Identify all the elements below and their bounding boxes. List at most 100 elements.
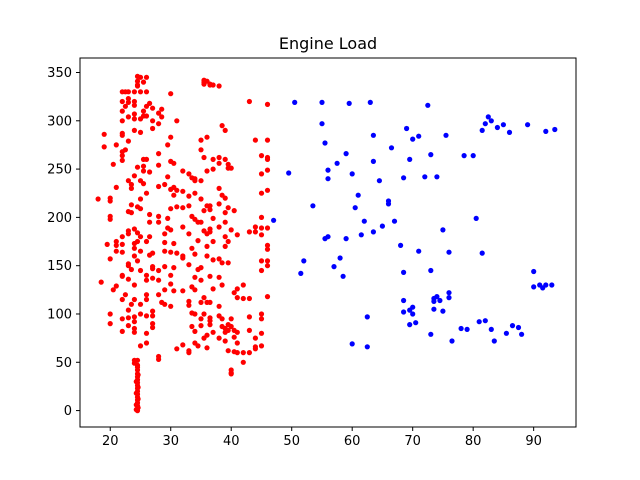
data-point bbox=[143, 190, 150, 196]
data-point bbox=[258, 343, 265, 349]
data-point bbox=[156, 121, 162, 127]
data-point bbox=[189, 323, 195, 330]
data-point bbox=[147, 234, 153, 240]
data-point bbox=[258, 225, 265, 231]
data-point bbox=[134, 230, 141, 236]
data-point bbox=[210, 82, 216, 88]
data-point bbox=[162, 248, 168, 254]
data-point bbox=[171, 192, 177, 198]
data-point bbox=[258, 171, 265, 177]
data-point bbox=[192, 190, 198, 196]
data-point bbox=[159, 106, 165, 112]
data-point bbox=[134, 83, 141, 89]
data-point bbox=[137, 234, 144, 240]
data-point bbox=[525, 122, 531, 128]
data-point bbox=[370, 158, 376, 164]
data-point bbox=[216, 224, 222, 230]
data-point bbox=[171, 265, 177, 271]
data-point bbox=[156, 110, 162, 116]
data-point bbox=[231, 334, 237, 340]
y-tick-label: 250 bbox=[47, 163, 72, 178]
data-point bbox=[107, 256, 113, 262]
data-point bbox=[216, 274, 222, 280]
data-point bbox=[198, 323, 204, 329]
data-point bbox=[234, 350, 240, 356]
data-point bbox=[443, 132, 449, 138]
data-point bbox=[322, 140, 328, 146]
data-point bbox=[156, 213, 162, 219]
data-point bbox=[107, 216, 113, 222]
data-point bbox=[349, 341, 355, 347]
data-point bbox=[446, 290, 452, 296]
data-point bbox=[147, 100, 153, 106]
y-tick-label: 0 bbox=[64, 404, 72, 419]
data-point bbox=[401, 297, 407, 304]
data-point bbox=[147, 219, 153, 225]
data-point bbox=[140, 79, 147, 85]
data-point bbox=[494, 124, 500, 131]
data-point bbox=[428, 331, 434, 337]
data-point bbox=[388, 145, 395, 151]
data-point bbox=[398, 242, 404, 248]
data-point bbox=[171, 288, 177, 294]
data-point bbox=[113, 283, 119, 289]
data-point bbox=[246, 350, 252, 356]
data-point bbox=[488, 118, 494, 124]
data-point bbox=[125, 231, 131, 237]
data-point bbox=[131, 173, 137, 179]
data-point bbox=[434, 174, 440, 180]
data-point bbox=[168, 272, 174, 278]
data-point bbox=[264, 258, 271, 264]
data-point bbox=[216, 201, 222, 207]
data-point bbox=[258, 311, 265, 317]
data-point bbox=[240, 359, 246, 365]
data-point bbox=[125, 99, 131, 105]
data-point bbox=[119, 249, 125, 255]
data-point bbox=[119, 108, 125, 114]
data-point bbox=[549, 282, 555, 288]
data-point bbox=[234, 340, 240, 346]
data-point bbox=[222, 127, 228, 133]
data-point bbox=[135, 372, 141, 378]
data-point bbox=[222, 243, 228, 249]
data-point bbox=[240, 282, 246, 288]
data-point bbox=[134, 78, 141, 84]
data-point bbox=[119, 132, 125, 138]
data-point bbox=[264, 137, 271, 143]
data-point bbox=[234, 295, 240, 301]
data-point bbox=[207, 318, 213, 324]
data-point bbox=[143, 113, 150, 119]
data-point bbox=[174, 204, 180, 210]
data-point bbox=[119, 241, 125, 247]
data-point bbox=[189, 245, 195, 251]
data-point bbox=[137, 267, 144, 274]
data-point bbox=[150, 321, 156, 327]
data-point bbox=[168, 303, 174, 309]
data-point bbox=[180, 224, 186, 230]
data-point bbox=[119, 328, 125, 334]
data-point bbox=[434, 294, 440, 300]
data-point bbox=[331, 264, 337, 270]
data-point bbox=[252, 346, 258, 352]
data-point bbox=[252, 137, 258, 143]
data-point bbox=[128, 301, 134, 307]
data-point bbox=[410, 304, 416, 310]
data-point bbox=[131, 127, 137, 133]
data-point bbox=[131, 98, 137, 105]
data-point bbox=[301, 258, 307, 264]
data-point bbox=[352, 205, 358, 211]
data-point bbox=[119, 98, 125, 105]
data-point bbox=[135, 384, 141, 390]
data-point bbox=[137, 343, 144, 349]
data-point bbox=[143, 277, 150, 283]
data-point bbox=[364, 314, 370, 320]
data-point bbox=[198, 299, 204, 305]
data-point bbox=[113, 242, 119, 248]
data-point bbox=[491, 338, 497, 344]
data-point bbox=[101, 144, 107, 150]
data-point bbox=[113, 142, 119, 148]
data-point bbox=[240, 350, 246, 356]
data-point bbox=[204, 134, 210, 140]
data-point bbox=[186, 203, 192, 209]
